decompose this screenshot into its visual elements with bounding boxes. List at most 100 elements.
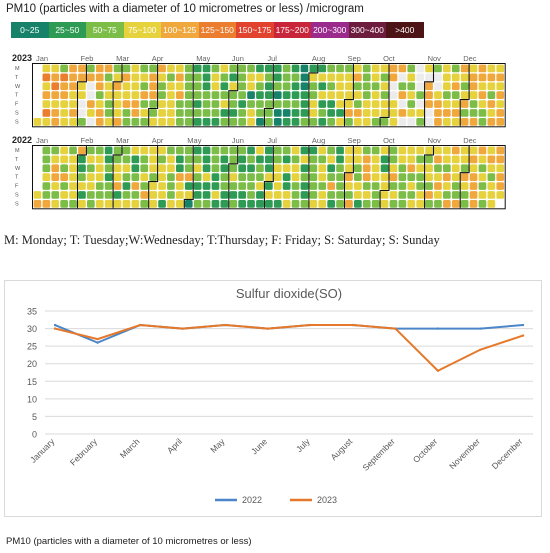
heatmap-day-cell [398, 155, 407, 164]
heatmap-day-cell [247, 200, 255, 208]
heatmap-day-cell [398, 118, 407, 126]
heatmap-day-cell [478, 64, 487, 73]
heatmap-day-cell [380, 82, 389, 91]
heatmap-day-cell [380, 118, 389, 126]
heatmap-day-cell [398, 164, 407, 173]
heatmap-day-cell [425, 155, 433, 164]
heatmap-day-cell [327, 155, 335, 164]
heatmap-day-cell [193, 155, 202, 164]
heatmap-day-cell [460, 182, 469, 190]
heatmap-day-cell [256, 82, 264, 91]
heatmap-day-cell [60, 73, 68, 82]
heatmap-day-cell [42, 164, 51, 173]
heatmap-day-cell [336, 164, 344, 173]
heatmap-day-cell [265, 82, 273, 91]
heatmap-day-cell [469, 182, 478, 190]
heatmap-day-cell [389, 182, 398, 190]
heatmap-day-cell [273, 191, 282, 199]
heatmap-day-cell [460, 82, 469, 91]
heatmap-day-cell [416, 73, 424, 82]
heatmap-day-cell [309, 100, 318, 108]
heatmap-day-cell [345, 155, 353, 164]
heatmap-day-cell [371, 82, 380, 91]
heatmap-day-cell [443, 200, 451, 208]
heatmap-day-cell [211, 182, 220, 190]
heatmap-day-cell [371, 64, 380, 73]
data-point-2023 [479, 348, 482, 351]
heatmap-day-cell [238, 191, 246, 199]
heatmap-day-cell [42, 173, 51, 181]
heatmap-day-cell [238, 155, 246, 164]
heatmap-day-cell [309, 82, 318, 91]
heatmap-day-cell [416, 100, 424, 108]
heatmap-day-cell [354, 82, 362, 91]
heatmap-day-cell [354, 164, 362, 173]
heatmap-day-cell [95, 164, 104, 173]
heatmap-day-cell [469, 91, 478, 99]
heatmap-day-cell [425, 118, 433, 126]
heatmap-day-cell [87, 91, 95, 99]
heatmap-day-cell [104, 73, 113, 82]
legend-swatch: 25~50 [48, 22, 86, 38]
heatmap-day-cell [149, 191, 157, 199]
heatmap-day-cell [176, 182, 184, 190]
heatmap-day-cell [167, 64, 175, 73]
heatmap-day-cell [87, 173, 95, 181]
heatmap-day-cell [434, 73, 442, 82]
heatmap-day-cell [229, 100, 238, 108]
heatmap-day-cell [273, 200, 282, 208]
x-tick-label: April [165, 436, 184, 455]
heatmap-day-cell [265, 118, 273, 126]
heatmap-day-cell [318, 91, 327, 99]
heatmap-day-cell [362, 146, 371, 155]
heatmap-day-cell [487, 91, 496, 99]
heatmap-day-cell [478, 100, 487, 108]
legend-swatch: 300~400 [348, 22, 386, 38]
heatmap-day-cell [265, 100, 273, 108]
heatmap-day-cell [104, 200, 113, 208]
x-tick-label: January [28, 436, 57, 465]
heatmap-day-cell [327, 118, 335, 126]
heatmap-day-cell [443, 155, 451, 164]
heatmap-day-cell [113, 173, 122, 181]
heatmap-day-cell [131, 118, 140, 126]
heatmap-day-cell [149, 109, 157, 117]
heatmap-day-cell [238, 182, 246, 190]
heatmap-day-cell [69, 164, 77, 173]
heatmap-day-cell [220, 155, 229, 164]
heatmap-day-cell [247, 118, 255, 126]
heatmap-day-cell [398, 146, 407, 155]
heatmap-day-cell [176, 73, 184, 82]
heatmap-day-cell [496, 182, 505, 190]
legend-swatch: 150~175 [236, 22, 274, 38]
heatmap-day-cell [451, 109, 460, 117]
heatmap-day-cell [345, 100, 353, 108]
heatmap-day-cell [158, 164, 166, 173]
heatmap-day-cell [407, 91, 416, 99]
heatmap-day-cell [443, 191, 451, 199]
heatmap-day-cell [309, 173, 318, 181]
legend-swatch: 100~125 [161, 22, 199, 38]
heatmap-day-cell [318, 118, 327, 126]
heatmap-day-cell [140, 191, 149, 199]
heatmap-day-cell [69, 91, 77, 99]
heatmap-day-cell [229, 118, 238, 126]
heatmap-day-cell [87, 182, 95, 190]
heatmap-day-cell [238, 91, 246, 99]
heatmap-day-cell [51, 146, 60, 155]
heatmap-day-cell [398, 182, 407, 190]
heatmap-day-cell [478, 91, 487, 99]
data-point-2023 [266, 327, 269, 330]
heatmap-day-cell [113, 91, 122, 99]
heatmap-day-cell [443, 173, 451, 181]
heatmap-day-cell [469, 155, 478, 164]
heatmap-day-cell [487, 64, 496, 73]
heatmap-day-cell [398, 82, 407, 91]
heatmap-day-cell [443, 82, 451, 91]
heatmap-day-cell [460, 91, 469, 99]
heatmap-day-cell [496, 73, 505, 82]
heatmap-day-cell [336, 173, 344, 181]
heatmap-day-cell [443, 73, 451, 82]
heatmap-day-cell [371, 109, 380, 117]
